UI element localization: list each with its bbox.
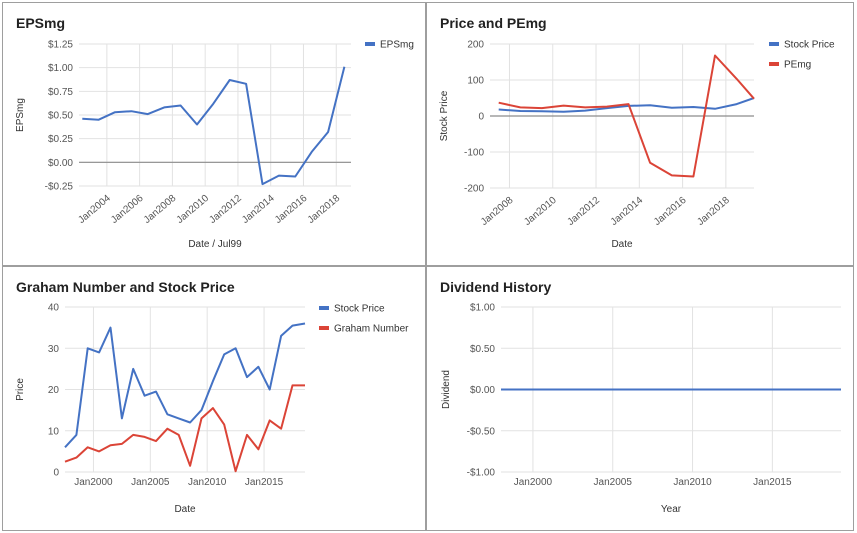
x-axis-title: Year [661, 504, 682, 515]
x-tick-label: Jan2016 [273, 193, 310, 226]
chart-title: EPSmg [16, 15, 65, 31]
y-tick-label: $1.00 [470, 303, 495, 314]
series-line [64, 384, 305, 473]
x-tick-label: Jan2012 [207, 193, 244, 226]
y-tick-label: $0.50 [470, 344, 495, 355]
chart-title: Dividend History [440, 279, 551, 295]
y-tick-label: 200 [467, 40, 484, 51]
y-tick-label: 0 [53, 468, 59, 479]
y-tick-label: 10 [48, 426, 60, 437]
legend-label: PEmg [784, 60, 811, 71]
legend-label: Stock Price [334, 304, 385, 315]
chart-svg: EPSmg $1.25 $1.00 $0.75 $0.50 $0.25 $0.00 -$0.2… [15, 15, 414, 250]
legend-label: EPSmg [380, 40, 414, 51]
x-tick-label: Jan2008 [479, 195, 516, 228]
series-line [82, 66, 346, 186]
chart-title: Price and PEmg [440, 15, 547, 31]
x-tick-label: Jan2018 [695, 195, 732, 228]
y-tick-label: $0.50 [48, 111, 73, 122]
x-tick-label: Jan2004 [76, 193, 113, 226]
legend-swatch [769, 62, 779, 66]
y-tick-label: -$1.00 [467, 468, 496, 479]
chart-panel-price-pemg: Price and PEmg 200 100 0 -100 -200 Jan2008 Jan2… [426, 2, 854, 266]
y-tick-label: 40 [48, 303, 60, 314]
y-tick-label: 30 [48, 344, 60, 355]
x-tick-label: Jan2005 [594, 477, 633, 488]
legend-label: Graham Number [334, 324, 409, 335]
chart-svg: Dividend History $1.00 $0.50 $0.00 -$0.50 -$1… [440, 279, 841, 515]
x-tick-label: Jan2010 [175, 193, 212, 226]
y-tick-label: $0.00 [470, 385, 495, 396]
y-tick-label: $0.00 [48, 158, 73, 169]
chart-panel-graham-number: Graham Number and Stock Price 40 30 20 10 0 Ja… [2, 266, 426, 531]
x-tick-label: Jan2015 [753, 477, 792, 488]
legend-label: Stock Price [784, 40, 835, 51]
chart-title: Graham Number and Stock Price [16, 279, 235, 295]
x-tick-label: Jan2010 [673, 477, 712, 488]
x-axis-title: Date [174, 504, 196, 515]
x-tick-label: Jan2016 [652, 195, 689, 228]
x-tick-label: Jan2005 [131, 477, 170, 488]
y-tick-label: -100 [464, 148, 484, 159]
x-tick-label: Jan2014 [240, 193, 277, 226]
x-tick-label: Jan2010 [522, 195, 559, 228]
y-tick-label: $1.25 [48, 40, 73, 51]
x-tick-label: Jan2000 [514, 477, 553, 488]
x-tick-label: Jan2000 [74, 477, 113, 488]
legend-swatch [319, 326, 329, 330]
y-axis-title: Dividend [441, 370, 452, 409]
x-tick-label: Jan2006 [109, 193, 146, 226]
y-tick-label: 20 [48, 385, 60, 396]
y-tick-label: -$0.50 [467, 426, 496, 437]
y-tick-label: $0.75 [48, 87, 73, 98]
y-tick-label: -200 [464, 184, 484, 195]
series-line [498, 54, 755, 178]
y-tick-label: 0 [478, 112, 484, 123]
x-tick-label: Jan2014 [609, 195, 646, 228]
y-axis-title: EPSmg [15, 98, 26, 132]
series-line [64, 322, 306, 448]
x-tick-label: Jan2012 [565, 195, 602, 228]
chart-svg: Graham Number and Stock Price 40 30 20 10 0 Ja… [15, 279, 409, 515]
x-tick-label: Jan2008 [142, 193, 179, 226]
y-tick-label: 100 [467, 76, 484, 87]
y-tick-label: -$0.25 [45, 182, 74, 193]
y-tick-label: $0.25 [48, 134, 73, 145]
chart-panel-dividend-history: Dividend History $1.00 $0.50 $0.00 -$0.50 -$1… [426, 266, 854, 531]
x-tick-label: Jan2015 [245, 477, 284, 488]
legend-swatch [769, 42, 779, 46]
x-axis-title: Date / Jul99 [188, 239, 242, 250]
x-tick-label: Jan2010 [188, 477, 227, 488]
legend-swatch [319, 306, 329, 310]
x-axis-title: Date [611, 239, 633, 250]
x-tick-label: Jan2018 [306, 193, 343, 226]
y-tick-label: $1.00 [48, 63, 73, 74]
y-axis-title: Stock Price [439, 90, 450, 141]
y-axis-title: Price [15, 378, 26, 401]
chart-panel-epsmg: EPSmg $1.25 $1.00 $0.75 $0.50 $0.25 $0.00 -$0.2… [2, 2, 426, 266]
legend-swatch [365, 42, 375, 46]
